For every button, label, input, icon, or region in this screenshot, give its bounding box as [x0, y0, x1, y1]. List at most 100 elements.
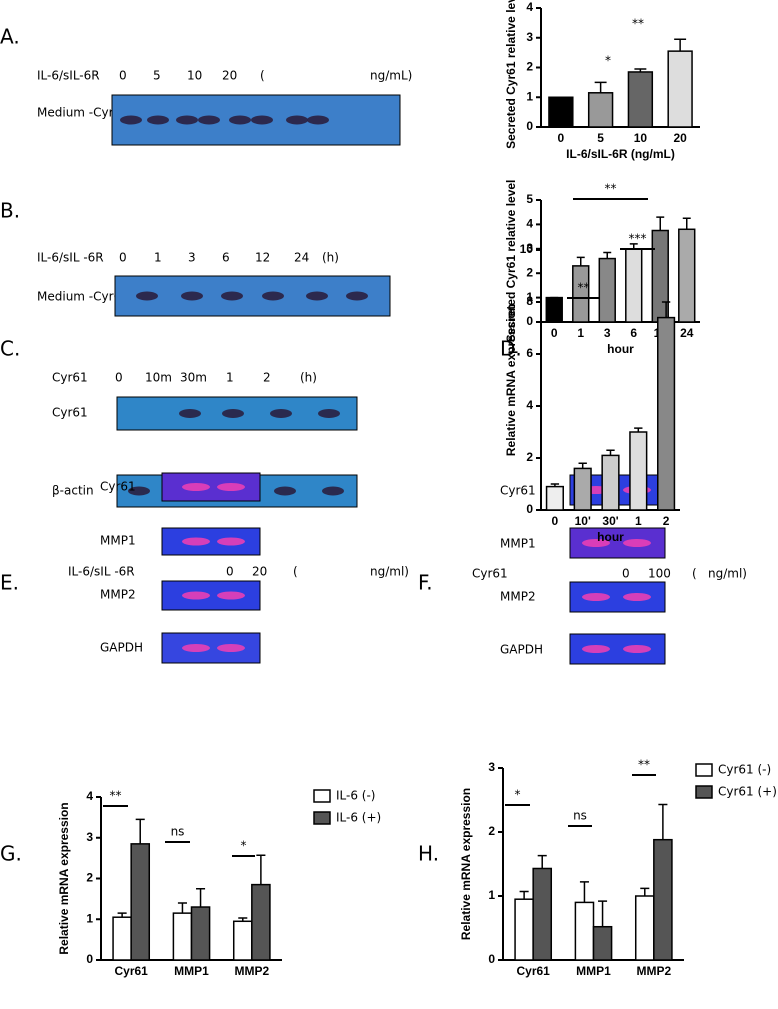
error-bar	[576, 256, 585, 266]
bar	[653, 838, 673, 961]
error-bar	[634, 427, 643, 432]
dose-label: 12	[255, 251, 270, 265]
bar	[667, 50, 693, 128]
dose-label: (h)	[300, 371, 317, 385]
blot-band	[251, 115, 273, 125]
bar	[625, 248, 643, 323]
error-bar	[634, 68, 647, 72]
bar	[601, 454, 620, 511]
row-label: β-actin	[52, 484, 94, 498]
dose-label: 0	[119, 251, 127, 265]
bar	[545, 485, 564, 511]
x-tick-label: MMP1	[174, 964, 209, 978]
bar	[574, 901, 595, 961]
blot-band	[182, 537, 210, 546]
y-axis-label: Relative mRNA expression	[57, 802, 71, 954]
blot-band	[582, 539, 610, 547]
x-tick-label: 3	[604, 326, 611, 340]
significance-label: *	[605, 54, 611, 68]
error-bar	[177, 902, 187, 914]
error-bar	[661, 301, 671, 318]
dose-label: 6	[222, 251, 230, 265]
error-bar	[117, 912, 127, 918]
treatment-label: Cyr61	[472, 567, 508, 581]
dose-label: 10	[187, 69, 202, 83]
blot-band	[182, 644, 210, 652]
error-bar	[238, 917, 248, 922]
significance-label: **	[632, 17, 644, 31]
y-tick-label: 2	[526, 265, 533, 279]
bar	[678, 228, 696, 323]
x-tick-label: 0	[552, 514, 559, 528]
x-tick-label: 10	[634, 131, 648, 145]
row-label: Cyr61	[500, 484, 536, 498]
blot-image	[161, 632, 261, 664]
blot-band	[346, 291, 368, 301]
dose-label: (	[260, 69, 265, 83]
row-label: MMP2	[100, 588, 136, 602]
dose-label: 0	[226, 565, 234, 579]
significance-label: ns	[573, 809, 587, 823]
blot-image	[161, 527, 261, 556]
error-bar	[674, 38, 687, 52]
legend-swatch	[695, 763, 713, 777]
treatment-label: IL-6/sIL -6R	[68, 565, 135, 579]
y-tick-label: 2	[526, 450, 533, 464]
error-bar	[519, 890, 529, 900]
significance-label: **	[110, 789, 122, 803]
x-tick-label: 0	[551, 326, 558, 340]
error-bar	[606, 449, 615, 456]
blot-band	[217, 537, 245, 546]
error-bar	[629, 243, 638, 249]
error-bar	[196, 887, 206, 908]
legend-swatch	[313, 789, 331, 803]
bar	[251, 883, 271, 961]
x-tick-label: 2	[663, 514, 670, 528]
y-tick-label: 4	[526, 217, 533, 231]
y-tick-label: 3	[488, 760, 495, 774]
bar	[232, 920, 253, 961]
blot-band	[147, 115, 169, 125]
significance-label: *	[515, 788, 521, 802]
blot-band	[217, 591, 245, 600]
x-tick-label: 5	[597, 131, 604, 145]
blot-band	[286, 115, 308, 125]
blot-band	[262, 291, 284, 301]
blot-band	[128, 486, 150, 496]
bar	[190, 906, 211, 961]
legend-label: Cyr61 (+)	[718, 785, 777, 799]
error-bar	[603, 251, 612, 259]
blot-band	[217, 483, 245, 491]
x-axis-label: hour	[597, 530, 624, 544]
y-tick-label: 0	[526, 314, 533, 328]
blot-band	[322, 486, 344, 496]
dose-label: 0	[115, 371, 123, 385]
treatment-label: IL-6/sIL-6R	[37, 69, 100, 83]
blot-band	[623, 593, 651, 601]
blot-band	[623, 539, 651, 547]
y-tick-label: 2	[86, 871, 93, 885]
y-tick-label: 3	[526, 30, 533, 44]
significance-label: **	[638, 758, 650, 772]
y-tick-label: 1	[86, 911, 93, 925]
x-tick-label: 1	[635, 514, 642, 528]
bar	[629, 431, 648, 511]
x-tick-label: Cyr61	[516, 964, 550, 978]
blot-band	[222, 409, 244, 418]
y-tick-label: 5	[526, 192, 533, 206]
legend-label: IL-6 (+)	[336, 811, 381, 825]
error-bar	[658, 803, 668, 840]
y-tick-label: 6	[526, 346, 533, 360]
blot-band	[181, 291, 203, 301]
dose-label: 1	[226, 371, 234, 385]
x-tick-label: 10'	[575, 514, 591, 528]
x-tick-label: 20	[673, 131, 687, 145]
y-tick-label: 0	[526, 119, 533, 133]
bar	[634, 895, 655, 961]
dose-label: 1	[154, 251, 162, 265]
blot-band	[136, 291, 158, 301]
panel-label: C.	[0, 337, 20, 361]
significance-label: *	[241, 839, 247, 853]
blot-band	[306, 291, 328, 301]
y-tick-label: 8	[526, 294, 533, 308]
